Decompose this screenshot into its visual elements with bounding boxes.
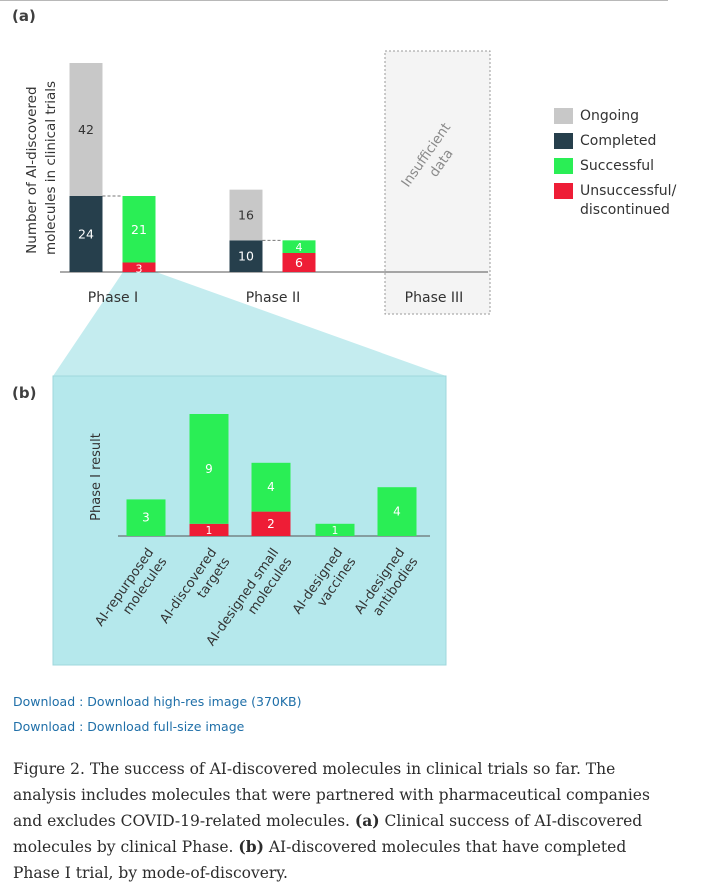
panel-a-label: (a): [12, 7, 36, 25]
label-ai-repurposed-molecules-successful: 3: [142, 511, 150, 525]
bar-phase-ii-successful: [282, 240, 316, 253]
bar-ai-designed-antibodies-successful: [377, 487, 417, 536]
legend-swatch-completed: [554, 133, 573, 149]
tick-phase-ii: Phase II: [246, 290, 301, 306]
legend-item-completed: Completed: [554, 132, 685, 157]
label-ai-discovered-targets-successful: 9: [205, 462, 213, 476]
top-divider: [0, 0, 668, 1]
legend-swatch-successful: [554, 158, 573, 174]
label-phase-ii-successful: 4: [296, 241, 303, 254]
label-ai-designed-antibodies-successful: 4: [393, 505, 401, 519]
legend-item-unsuccessful: Unsuccessful/ discontinued: [554, 182, 685, 218]
panel-a-plot: 24 42 3 21 10 16 64 Phase I Phase II: [60, 63, 488, 306]
label-phase-ii-unsuccessful-discontinued: 6: [295, 255, 303, 270]
label-phase-i-successful: 21: [131, 222, 147, 237]
bar-phase-i-ongoing: [69, 63, 103, 196]
label-phase-i-ongoing: 42: [78, 122, 94, 137]
label-ai-designed-small-molecules-unsuccessful-discontinued: 2: [267, 517, 275, 531]
legend-label-ongoing: Ongoing: [580, 108, 639, 124]
label-phase-ii-completed: 10: [238, 249, 254, 264]
bar-phase-ii-ongoing: [229, 189, 263, 241]
panel-a-ylabel: Number of AI-discovered molecules in cli…: [24, 81, 59, 255]
caption-a-text: Clinical success of AI-discovered molecu…: [13, 812, 643, 856]
panel-b-ylabel: Phase I result: [89, 433, 104, 521]
panel-a-ylabel-line-2: molecules in clinical trials: [43, 81, 59, 255]
caption-b-label: (b): [238, 837, 264, 856]
label-ai-designed-vaccines-successful: 1: [332, 525, 339, 537]
bar-phase-i-successful: [122, 196, 156, 263]
legend-label-unsuccessful: Unsuccessful/ discontinued: [580, 183, 677, 218]
label-phase-i-completed: 24: [78, 227, 94, 242]
label-phase-i-unsuccessful-discontinued: 3: [136, 262, 143, 275]
tick-phase-i: Phase I: [88, 290, 138, 306]
caption-b-text: AI-discovered molecules that have comple…: [13, 838, 627, 882]
figure-caption: Figure 2. The success of AI-discovered m…: [13, 756, 663, 886]
legend-swatch-ongoing: [554, 108, 573, 124]
download-high-res-link[interactable]: Download : Download high-res image (370K…: [13, 694, 302, 709]
figure-chart: Insufficient data Number of AI-discovere…: [24, 50, 491, 666]
label-ai-discovered-targets-unsuccessful-discontinued: 1: [206, 525, 213, 537]
bar-phase-i-unsuccessful-discontinued: [122, 262, 156, 272]
bar-ai-designed-vaccines-successful: [315, 523, 355, 536]
label-ai-designed-small-molecules-successful: 4: [267, 480, 275, 494]
panel-b-label: (b): [12, 384, 37, 402]
bar-phase-ii-unsuccessful-discontinued: [282, 253, 316, 272]
bar-phase-ii-completed: [229, 240, 263, 272]
legend-label-completed: Completed: [580, 133, 657, 149]
bar-ai-discovered-targets-unsuccessful-discontinued: [189, 523, 229, 536]
bar-ai-discovered-targets-successful: [189, 414, 229, 524]
phase3-tick-label: Phase III: [405, 290, 464, 306]
phase3-box: [384, 50, 491, 315]
legend-label-successful: Successful: [580, 158, 655, 174]
label-phase-ii-ongoing: 16: [238, 208, 254, 223]
bar-ai-designed-small-molecules-successful: [251, 462, 291, 512]
zoom-callout-shape: [53, 272, 446, 376]
download-full-size-link[interactable]: Download : Download full-size image: [13, 719, 245, 734]
bar-phase-i-completed: [69, 196, 103, 272]
caption-lead: Figure 2. The success of AI-discovered m…: [13, 760, 650, 830]
panel-a-ylabel-line-1: Number of AI-discovered: [24, 86, 40, 253]
caption-a-label: (a): [354, 811, 380, 830]
bar-ai-repurposed-molecules-successful: [126, 499, 166, 536]
legend-item-ongoing: Ongoing: [554, 107, 685, 132]
legend: Ongoing Completed Successful Unsuccessfu…: [554, 107, 685, 218]
legend-swatch-unsuccessful: [554, 183, 573, 199]
bar-ai-designed-small-molecules-unsuccessful-discontinued: [251, 511, 291, 536]
legend-item-successful: Successful: [554, 157, 685, 182]
